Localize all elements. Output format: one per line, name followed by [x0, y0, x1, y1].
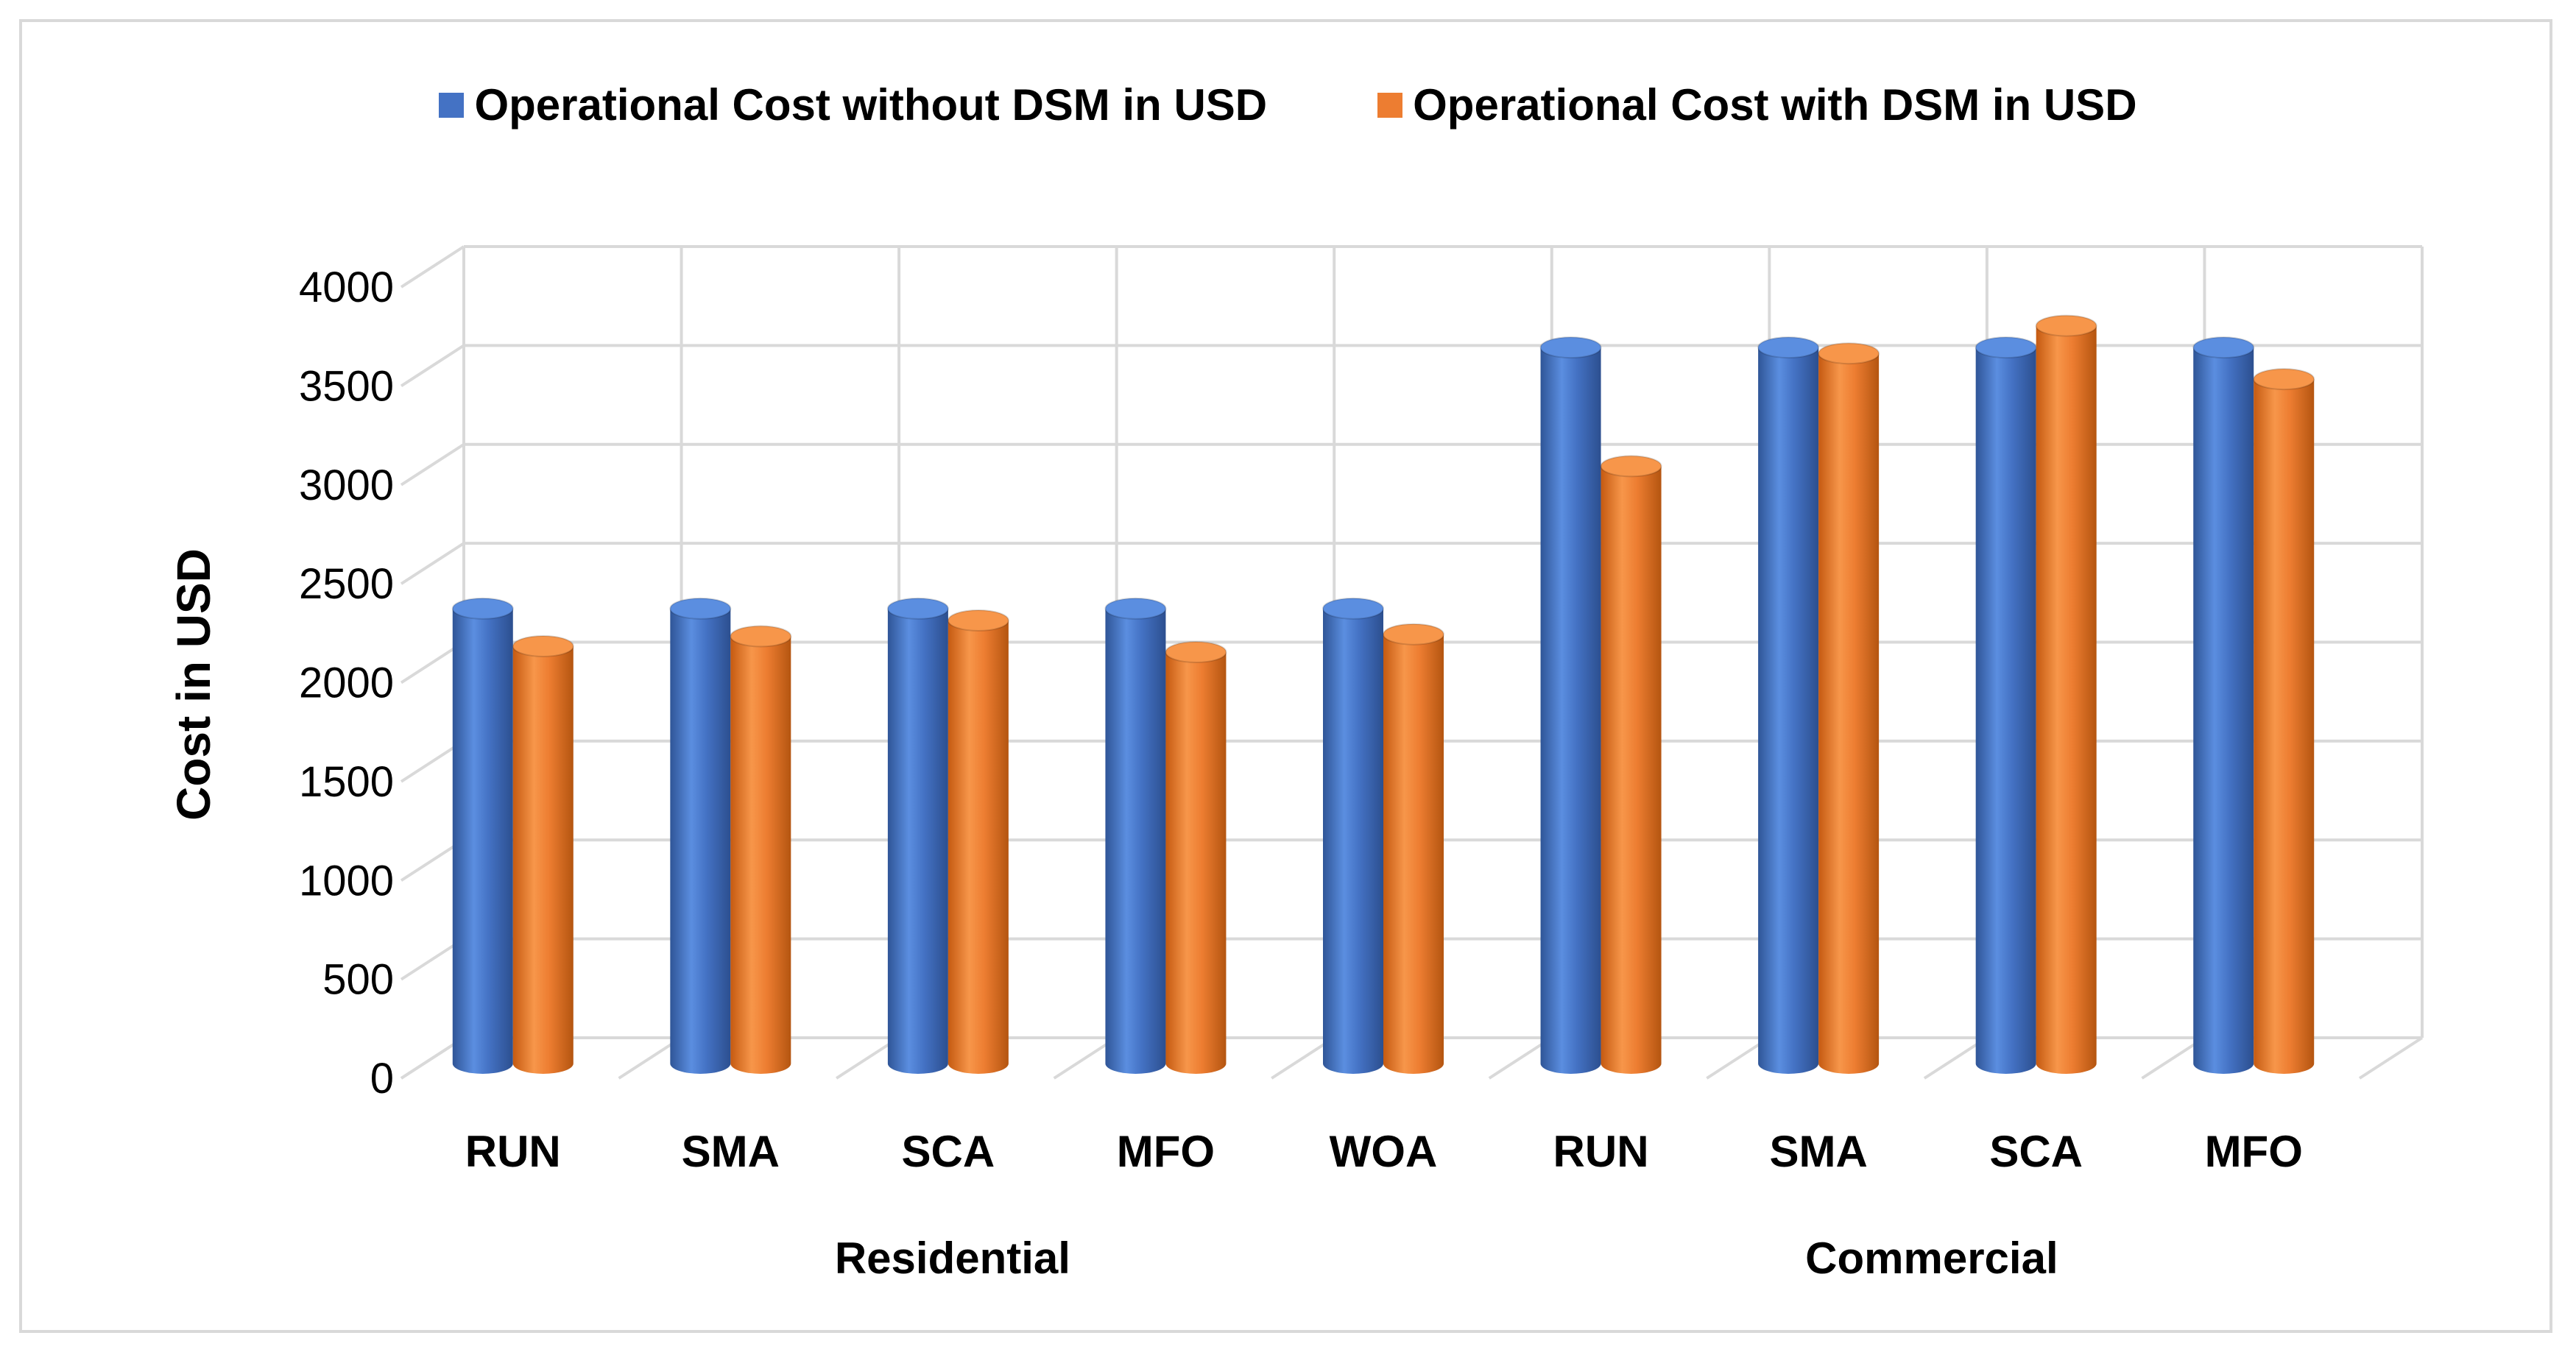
bar-with-dsm [512, 634, 574, 1074]
group-label: Residential [835, 1234, 1070, 1283]
x-tick-label: MFO [2205, 1127, 2303, 1176]
y-tick-label: 3500 [299, 362, 394, 410]
legend-label-with-dsm: Operational Cost with DSM in USD [1413, 80, 2137, 130]
y-axis-title: Cost in USD [167, 548, 220, 821]
bar-without-dsm [1539, 336, 1602, 1074]
y-tick-label: 500 [322, 956, 394, 1004]
group-label: Commercial [1805, 1234, 2058, 1283]
bar-with-dsm [2253, 368, 2315, 1074]
x-tick-label: SMA [1769, 1127, 1867, 1176]
bars [451, 314, 2315, 1074]
legend: Operational Cost without DSM in USD Oper… [0, 79, 2576, 130]
side-wall-line [400, 344, 465, 388]
bar-without-dsm [886, 597, 949, 1074]
bar-with-dsm [947, 609, 1009, 1074]
legend-label-without-dsm: Operational Cost without DSM in USD [474, 80, 1268, 130]
y-tick-label: 0 [370, 1055, 394, 1103]
bar-without-dsm [669, 597, 732, 1074]
bar-without-dsm [1975, 336, 2037, 1074]
x-tick-label: WOA [1330, 1127, 1438, 1176]
bar-with-dsm [1383, 623, 1444, 1074]
bar-without-dsm [451, 597, 514, 1074]
x-tick-label: RUN [465, 1127, 561, 1176]
bar-with-dsm [2035, 314, 2097, 1074]
bar-with-dsm [1818, 342, 1880, 1074]
y-tick-label: 2500 [299, 560, 394, 608]
x-tick-label: RUN [1553, 1127, 1649, 1176]
bar-with-dsm [1165, 641, 1227, 1074]
legend-item-without-dsm: Operational Cost without DSM in USD [439, 79, 1267, 130]
legend-swatch-with-dsm [1377, 92, 1403, 118]
x-tick-label: SCA [1989, 1127, 2083, 1176]
y-tick-label: 4000 [299, 263, 394, 311]
y-tick-label: 3000 [299, 461, 394, 509]
floor-line [2358, 1036, 2424, 1080]
chart-frame [19, 19, 2552, 1333]
axis-labels: 0 500 1000 1500 2000 2500 3000 3500 4000 RUN SMA SC… [299, 263, 2303, 1283]
bar-with-dsm [1600, 455, 1662, 1074]
side-wall-line [400, 245, 465, 289]
legend-swatch-without-dsm [439, 92, 465, 118]
x-tick-label: SCA [902, 1127, 995, 1176]
bar-without-dsm [2192, 336, 2255, 1074]
bar-without-dsm [1104, 597, 1167, 1074]
legend-item-with-dsm: Operational Cost with DSM in USD [1377, 79, 2137, 130]
bar-with-dsm [730, 625, 792, 1074]
x-tick-label: MFO [1117, 1127, 1215, 1176]
side-wall-line [400, 542, 465, 585]
y-tick-label: 2000 [299, 659, 394, 707]
x-tick-label: SMA [682, 1127, 780, 1176]
bar-without-dsm [1322, 597, 1384, 1074]
y-tick-label: 1000 [299, 857, 394, 905]
bar-without-dsm [1757, 336, 1820, 1074]
y-tick-label: 1500 [299, 758, 394, 806]
side-wall-line [400, 443, 465, 487]
